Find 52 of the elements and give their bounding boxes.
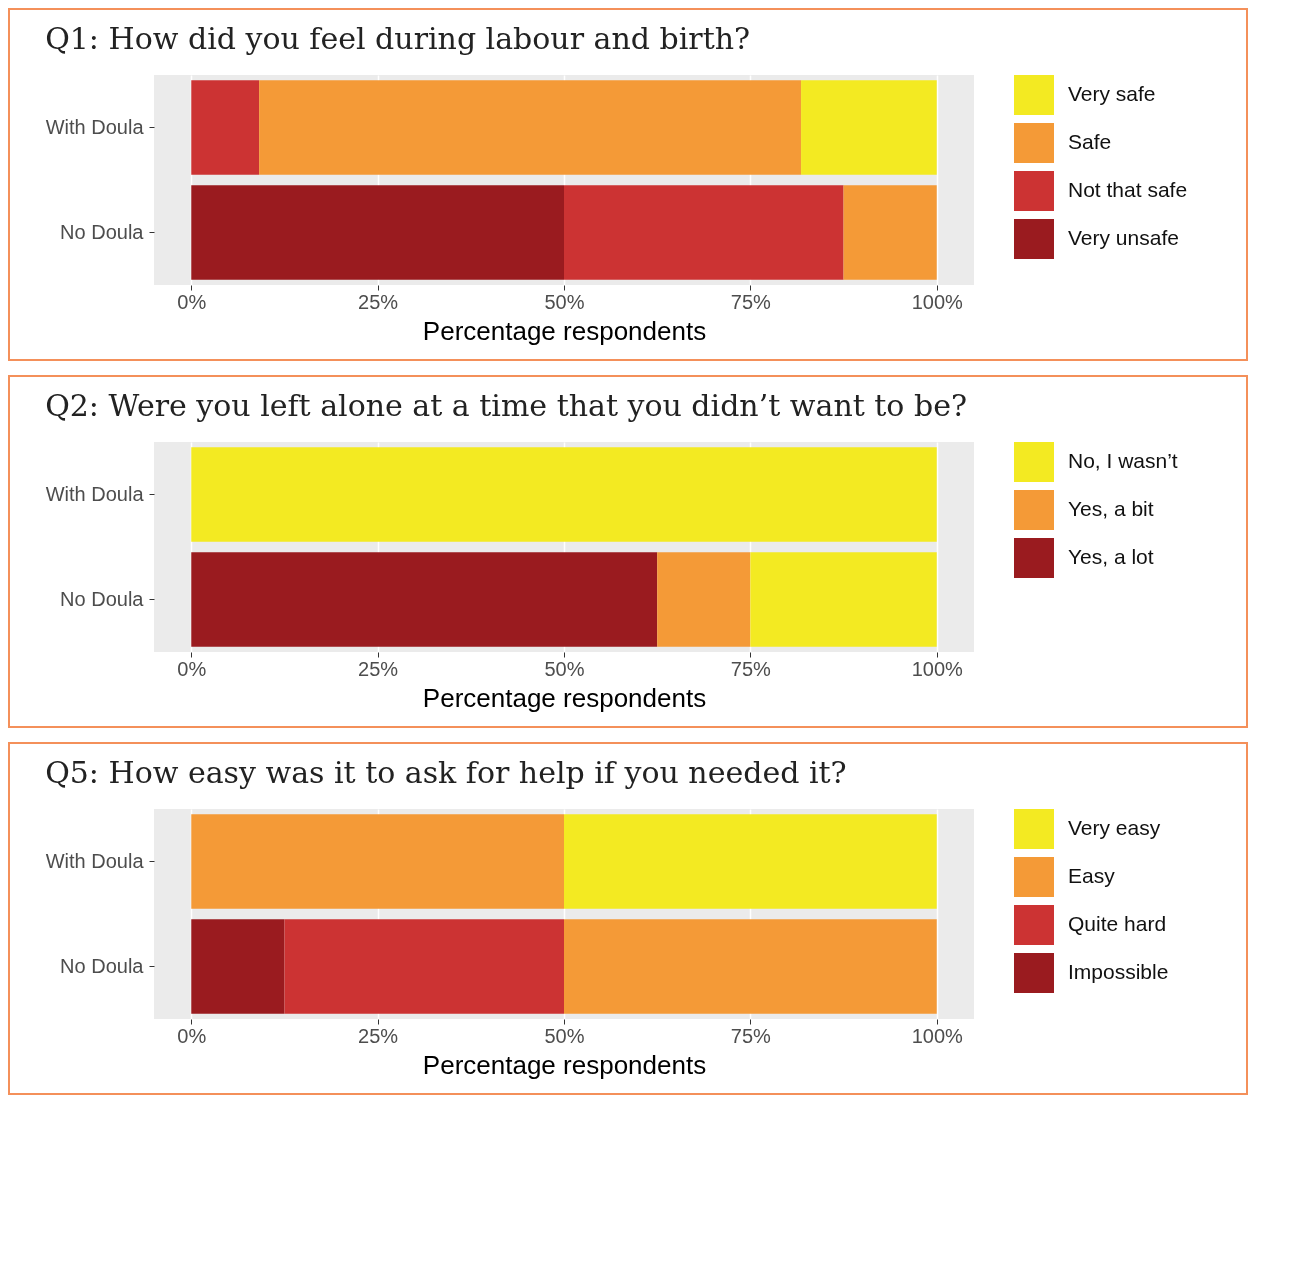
bar (191, 552, 658, 647)
legend-label: Very unsafe (1068, 226, 1179, 249)
x-axis-title: Percentage respondents (422, 1049, 707, 1080)
bar (191, 80, 260, 175)
x-tick-label: 75% (730, 1024, 772, 1047)
bar (191, 814, 564, 909)
bar (843, 185, 937, 280)
x-tick-label: 100% (911, 290, 964, 313)
chart-title: Q5: How easy was it to ask for help if you needed it? (45, 755, 847, 790)
chart-title: Q1: How did you feel during labour and birth? (45, 21, 751, 56)
x-axis-title: Percentage respondents (422, 315, 707, 346)
bar (657, 552, 751, 647)
x-tick-label: 100% (911, 657, 964, 680)
legend-label: Quite hard (1068, 912, 1167, 935)
x-tick-label: 75% (730, 657, 772, 680)
x-tick-label: 25% (358, 657, 399, 680)
legend-label: Easy (1068, 864, 1116, 887)
x-tick-label: 50% (544, 1024, 585, 1047)
bar (564, 185, 844, 280)
x-tick-label: 25% (358, 290, 399, 313)
x-tick-label: 0% (177, 657, 207, 680)
legend-label: Very easy (1068, 816, 1161, 839)
x-axis-title: Percentage respondents (422, 682, 707, 713)
x-tick-label: 50% (544, 290, 585, 313)
bar (564, 919, 937, 1014)
y-tick-label: No Doula (60, 220, 145, 243)
legend-label: No, I wasn’t (1068, 449, 1178, 472)
bar (750, 552, 937, 647)
bar (191, 919, 285, 1014)
x-tick-label: 75% (730, 290, 772, 313)
y-tick-label: With Doula (45, 849, 145, 872)
legend-label: Very safe (1068, 82, 1156, 105)
y-tick-label: No Doula (60, 954, 145, 977)
y-tick-label: With Doula (45, 115, 145, 138)
legend-label: Yes, a lot (1068, 545, 1154, 568)
legend-label: Not that safe (1068, 178, 1188, 201)
bar (259, 80, 802, 175)
bar (191, 185, 564, 280)
x-tick-label: 50% (544, 657, 585, 680)
x-tick-label: 0% (177, 1024, 207, 1047)
bar (564, 814, 937, 909)
bar (801, 80, 937, 175)
x-tick-label: 100% (911, 1024, 964, 1047)
x-tick-label: 0% (177, 290, 207, 313)
legend-label: Yes, a bit (1068, 497, 1154, 520)
bar (284, 919, 564, 1014)
legend-label: Safe (1068, 130, 1112, 153)
y-tick-label: No Doula (60, 587, 145, 610)
x-tick-label: 25% (358, 1024, 399, 1047)
chart-title: Q2: Were you left alone at a time that you didn’t want to be? (45, 388, 967, 423)
legend-label: Impossible (1068, 960, 1169, 983)
y-tick-label: With Doula (45, 482, 145, 505)
